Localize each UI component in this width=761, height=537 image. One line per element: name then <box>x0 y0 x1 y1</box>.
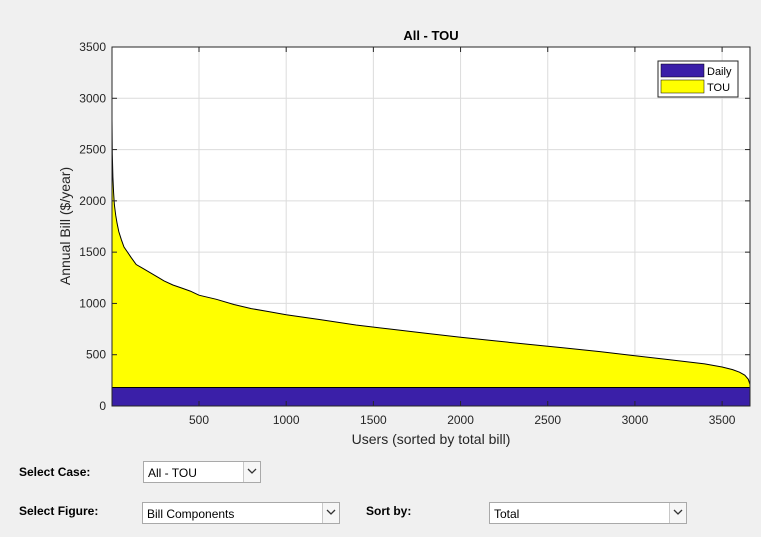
y-tick-label: 2500 <box>79 143 106 157</box>
chevron-down-icon[interactable] <box>243 462 260 482</box>
y-tick-label: 2000 <box>79 194 106 208</box>
y-tick-label: 500 <box>86 348 106 362</box>
x-tick-label: 3500 <box>709 413 736 427</box>
sort-by-label: Sort by: <box>366 504 412 518</box>
legend-swatch-daily <box>660 63 705 78</box>
series-area-daily <box>111 387 751 407</box>
y-tick-label: 0 <box>99 399 106 413</box>
legend-label-tou: TOU <box>707 82 730 94</box>
y-tick-label: 1500 <box>79 245 106 259</box>
select-figure-label: Select Figure: <box>19 504 99 518</box>
select-figure-value: Bill Components <box>147 507 235 521</box>
select-case-label: Select Case: <box>19 465 91 479</box>
axes-box <box>111 46 751 407</box>
sort-by-dropdown[interactable]: Total <box>489 502 687 524</box>
x-tick-label: 3000 <box>622 413 649 427</box>
chart: 500 1000 1500 2000 2500 3000 3500 0 500 1000 1500 2… <box>57 28 751 447</box>
select-case-value: All - TOU <box>148 466 197 480</box>
x-tick-label: 2500 <box>534 413 561 427</box>
chart-title: All - TOU <box>403 28 458 43</box>
select-case-dropdown[interactable]: All - TOU <box>143 461 261 483</box>
x-tick-label: 2000 <box>447 413 474 427</box>
y-tick-label: 3500 <box>79 40 106 54</box>
chevron-down-icon[interactable] <box>322 503 339 523</box>
x-tick-label: 500 <box>189 413 209 427</box>
legend-swatch-tou <box>660 79 705 94</box>
x-axis-label: Users (sorted by total bill) <box>352 431 511 447</box>
y-axis-label: Annual Bill ($/year) <box>57 167 73 285</box>
x-tick-label: 1000 <box>273 413 300 427</box>
ticks: 500 1000 1500 2000 2500 3000 3500 0 500 1000 1500 2… <box>79 40 750 427</box>
select-figure-dropdown[interactable]: Bill Components <box>142 502 340 524</box>
x-tick-label: 1500 <box>360 413 387 427</box>
legend-label-daily: Daily <box>707 66 732 78</box>
y-tick-label: 1000 <box>79 296 106 310</box>
sort-by-value: Total <box>494 507 520 521</box>
chevron-down-icon[interactable] <box>669 503 686 523</box>
y-tick-label: 3000 <box>79 91 106 105</box>
legend: Daily TOU <box>657 60 739 98</box>
